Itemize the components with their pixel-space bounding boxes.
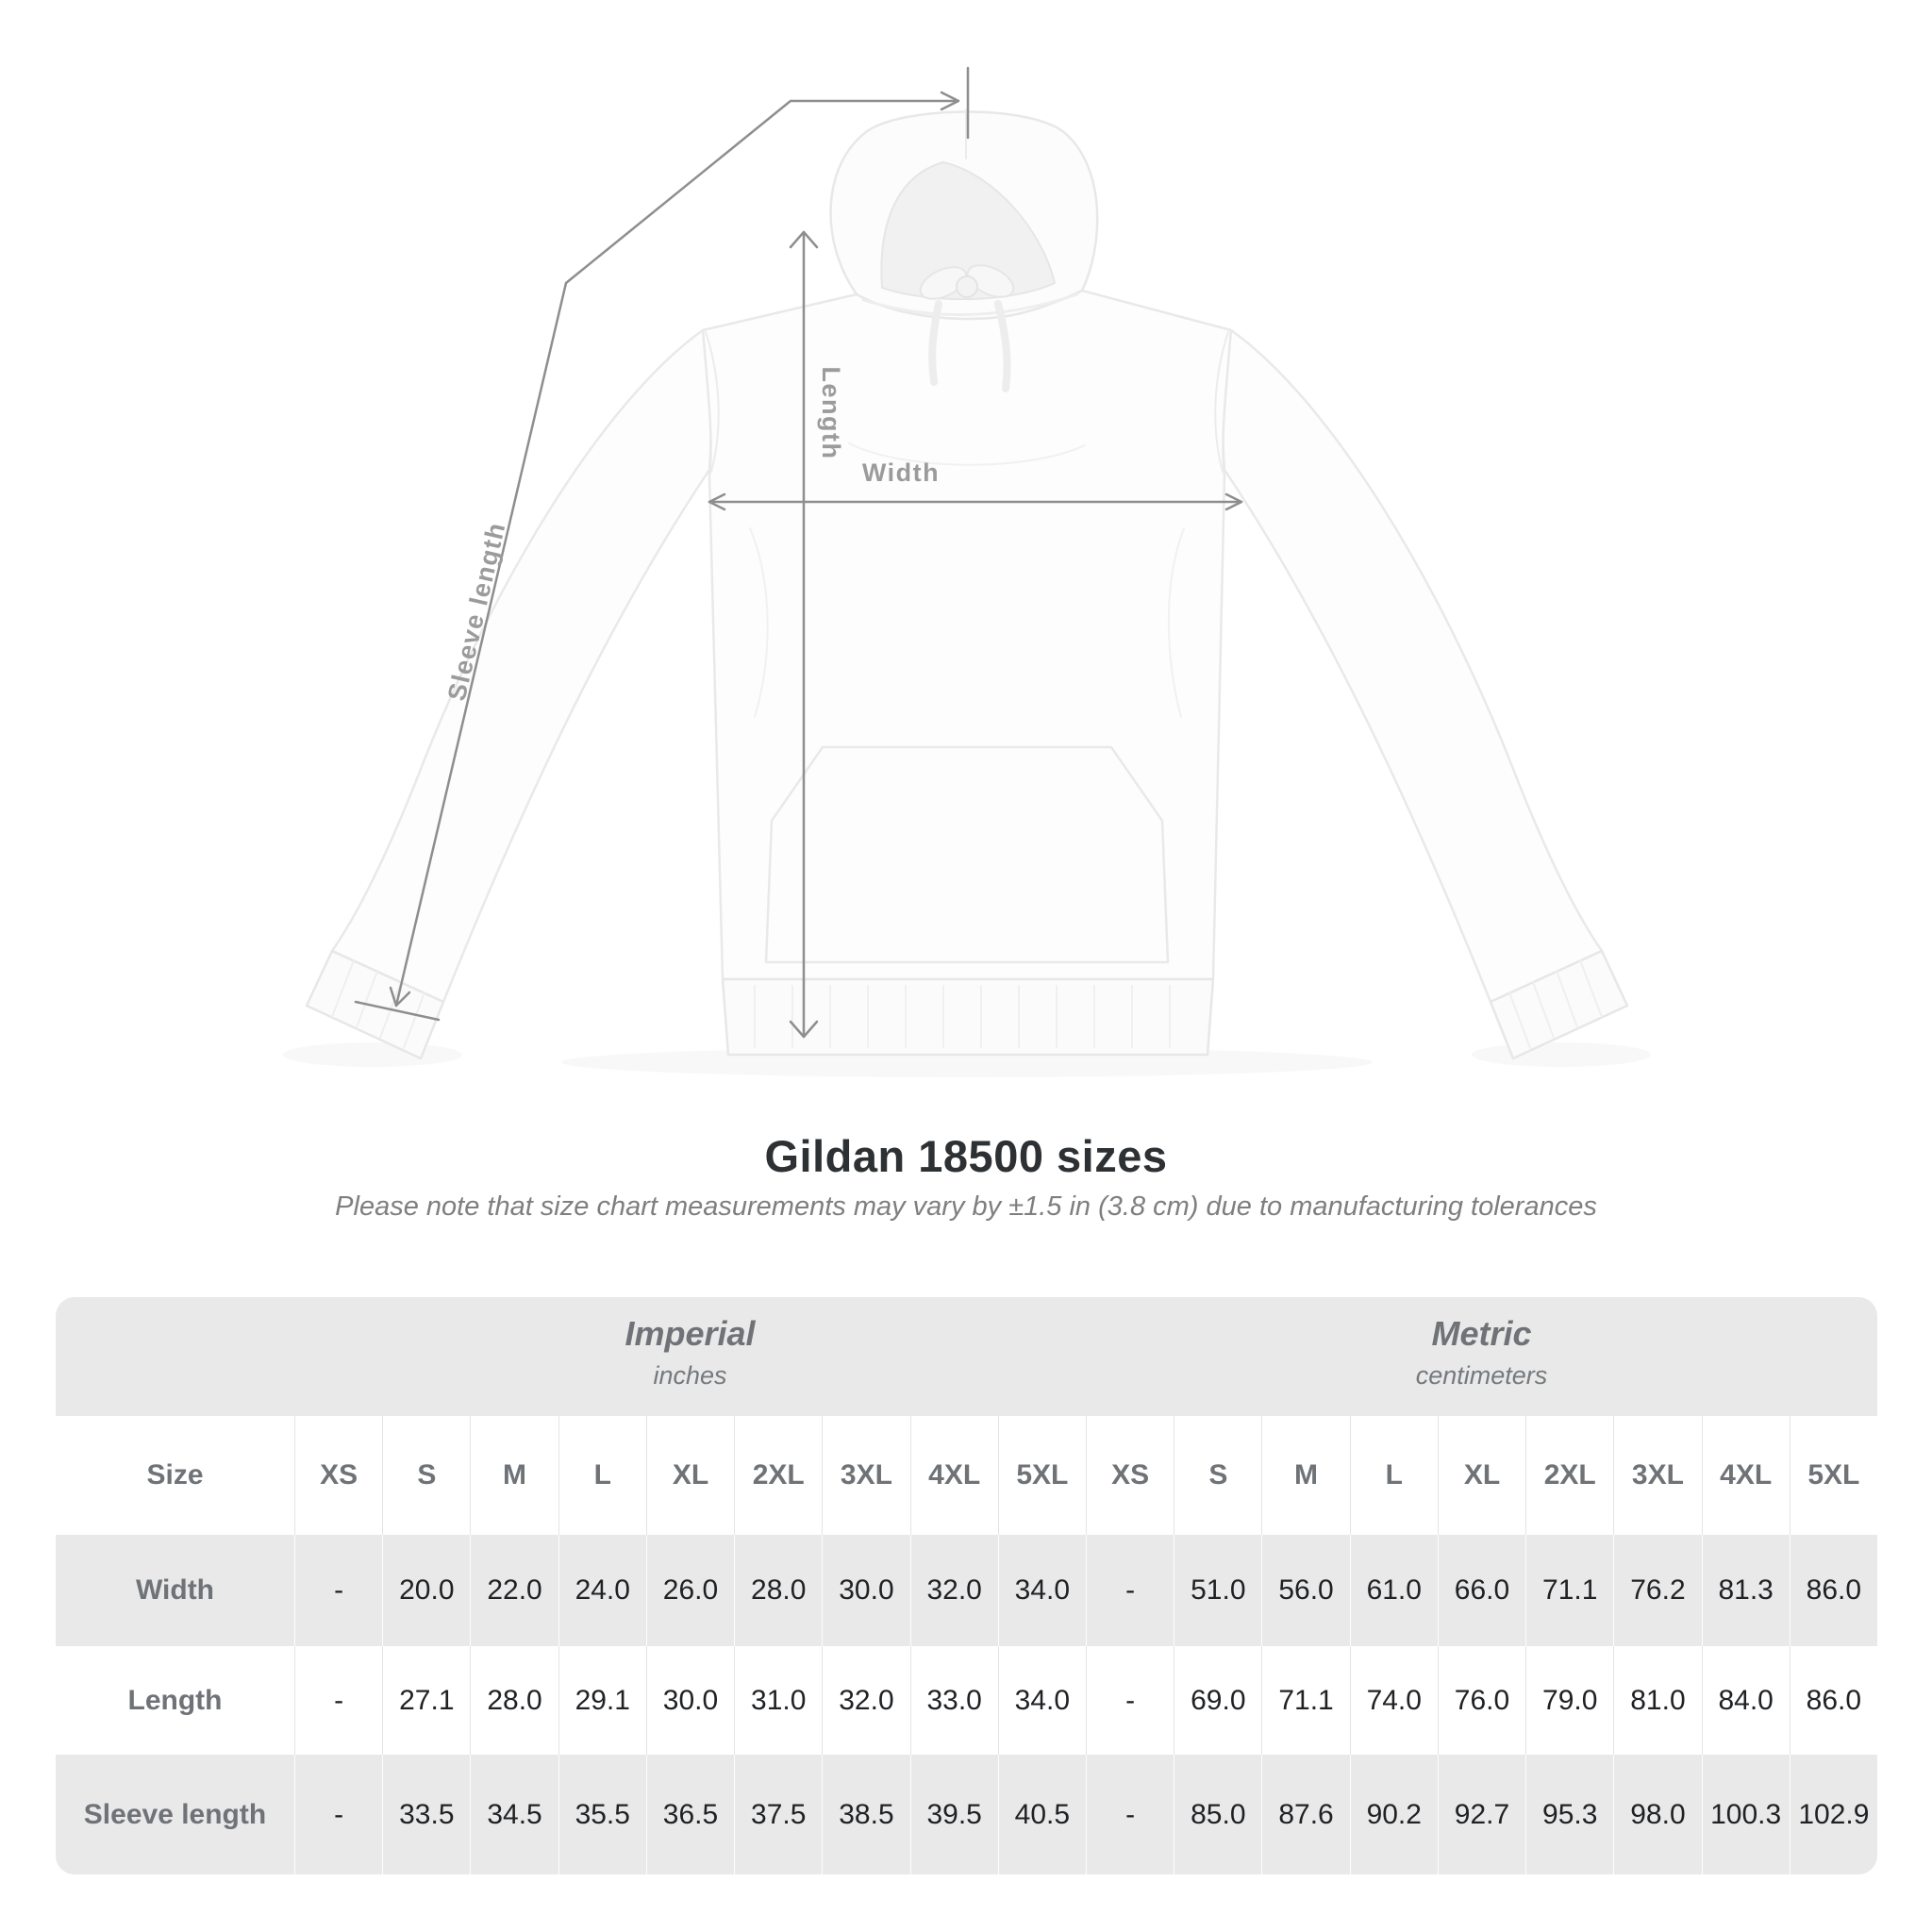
group-header-corner	[56, 1297, 294, 1416]
size-header-metric-l: L	[1349, 1416, 1438, 1535]
width-imperial-3xl: 30.0	[822, 1535, 910, 1646]
length-metric-xl: 76.0	[1437, 1646, 1526, 1755]
size-header-metric-5xl: 5XL	[1789, 1416, 1877, 1535]
width-metric-s: 51.0	[1174, 1535, 1262, 1646]
length-imperial-3xl: 32.0	[822, 1646, 910, 1755]
size-header-metric-xs: XS	[1085, 1416, 1174, 1535]
page-title: Gildan 18500 sizes	[764, 1131, 1168, 1181]
length-metric-4xl: 84.0	[1701, 1646, 1790, 1755]
sleeve-imperial-xl: 36.5	[645, 1755, 735, 1874]
length-imperial-m: 28.0	[470, 1646, 558, 1755]
width-imperial-xl: 26.0	[645, 1535, 735, 1646]
length-imperial-4xl: 33.0	[909, 1646, 998, 1755]
sleeve-metric-5xl: 102.9	[1789, 1755, 1877, 1874]
width-metric-m: 56.0	[1261, 1535, 1350, 1646]
size-table: Imperial inches Metric centimeters Size …	[56, 1297, 1877, 1874]
length-imperial-s: 27.1	[382, 1646, 471, 1755]
sleeve-metric-4xl: 100.3	[1701, 1755, 1790, 1874]
sleeve-imperial-xs: -	[294, 1755, 383, 1874]
group-metric-unit: centimeters	[1415, 1361, 1548, 1390]
group-imperial-name: Imperial	[625, 1314, 756, 1353]
length-imperial-5xl: 34.0	[997, 1646, 1086, 1755]
sleeve-imperial-2xl: 37.5	[734, 1755, 823, 1874]
group-imperial-unit: inches	[653, 1361, 727, 1390]
width-metric-5xl: 86.0	[1789, 1535, 1877, 1646]
size-header-imperial-2xl: 2XL	[734, 1416, 823, 1535]
width-imperial-s: 20.0	[382, 1535, 471, 1646]
size-header-metric-xl: XL	[1437, 1416, 1526, 1535]
size-corner-header: Size	[56, 1416, 294, 1535]
sleeve-metric-xs: -	[1085, 1755, 1174, 1874]
sleeve-length-line	[354, 66, 970, 1022]
width-line	[708, 492, 1243, 511]
sleeve-metric-xl: 92.7	[1437, 1755, 1526, 1874]
size-header-imperial-4xl: 4XL	[909, 1416, 998, 1535]
group-metric-name: Metric	[1431, 1314, 1532, 1353]
width-imperial-l: 24.0	[558, 1535, 646, 1646]
width-metric-xs: -	[1085, 1535, 1174, 1646]
measurement-lines	[354, 66, 1243, 1039]
length-metric-5xl: 86.0	[1789, 1646, 1877, 1755]
length-metric-l: 74.0	[1349, 1646, 1438, 1755]
row-label-length: Length	[56, 1646, 294, 1755]
width-metric-3xl: 76.2	[1613, 1535, 1702, 1646]
width-imperial-xs: -	[294, 1535, 383, 1646]
length-label: Length	[817, 367, 845, 460]
row-label-sleeve-length: Sleeve length	[56, 1755, 294, 1874]
row-label-width: Width	[56, 1535, 294, 1646]
sleeve-metric-3xl: 98.0	[1613, 1755, 1702, 1874]
sleeve-imperial-3xl: 38.5	[822, 1755, 910, 1874]
width-imperial-m: 22.0	[470, 1535, 558, 1646]
sleeve-imperial-m: 34.5	[470, 1755, 558, 1874]
width-imperial-2xl: 28.0	[734, 1535, 823, 1646]
sleeve-imperial-s: 33.5	[382, 1755, 471, 1874]
size-header-imperial-s: S	[382, 1416, 471, 1535]
group-header-metric: Metric centimeters	[1085, 1297, 1877, 1416]
length-imperial-xl: 30.0	[645, 1646, 735, 1755]
width-label: Width	[862, 458, 940, 487]
sleeve-metric-m: 87.6	[1261, 1755, 1350, 1874]
size-header-metric-4xl: 4XL	[1701, 1416, 1790, 1535]
sleeve-metric-s: 85.0	[1174, 1755, 1262, 1874]
length-metric-m: 71.1	[1261, 1646, 1350, 1755]
sleeve-imperial-l: 35.5	[558, 1755, 646, 1874]
length-metric-xs: -	[1085, 1646, 1174, 1755]
sleeve-imperial-4xl: 39.5	[909, 1755, 998, 1874]
size-header-imperial-m: M	[470, 1416, 558, 1535]
length-metric-s: 69.0	[1174, 1646, 1262, 1755]
sleeve-metric-2xl: 95.3	[1525, 1755, 1614, 1874]
width-metric-4xl: 81.3	[1701, 1535, 1790, 1646]
size-header-metric-2xl: 2XL	[1525, 1416, 1614, 1535]
size-header-imperial-5xl: 5XL	[997, 1416, 1086, 1535]
hoodie-product-image	[305, 108, 1629, 1060]
width-metric-xl: 66.0	[1437, 1535, 1526, 1646]
sleeve-metric-l: 90.2	[1349, 1755, 1438, 1874]
size-header-metric-m: M	[1261, 1416, 1350, 1535]
length-metric-3xl: 81.0	[1613, 1646, 1702, 1755]
size-header-metric-3xl: 3XL	[1613, 1416, 1702, 1535]
length-imperial-2xl: 31.0	[734, 1646, 823, 1755]
page-subtitle: Please note that size chart measurements…	[335, 1191, 1597, 1222]
width-metric-2xl: 71.1	[1525, 1535, 1614, 1646]
length-imperial-l: 29.1	[558, 1646, 646, 1755]
width-imperial-4xl: 32.0	[909, 1535, 998, 1646]
size-header-imperial-3xl: 3XL	[822, 1416, 910, 1535]
size-header-imperial-l: L	[558, 1416, 646, 1535]
size-header-imperial-xs: XS	[294, 1416, 383, 1535]
hoodie-size-diagram: Width Length Sleeve length	[305, 66, 1629, 1060]
sleeve-imperial-5xl: 40.5	[997, 1755, 1086, 1874]
length-metric-2xl: 79.0	[1525, 1646, 1614, 1755]
length-imperial-xs: -	[294, 1646, 383, 1755]
length-line	[789, 230, 819, 1039]
group-header-imperial: Imperial inches	[294, 1297, 1086, 1416]
width-metric-l: 61.0	[1349, 1535, 1438, 1646]
size-header-imperial-xl: XL	[645, 1416, 735, 1535]
size-header-metric-s: S	[1174, 1416, 1262, 1535]
width-imperial-5xl: 34.0	[997, 1535, 1086, 1646]
